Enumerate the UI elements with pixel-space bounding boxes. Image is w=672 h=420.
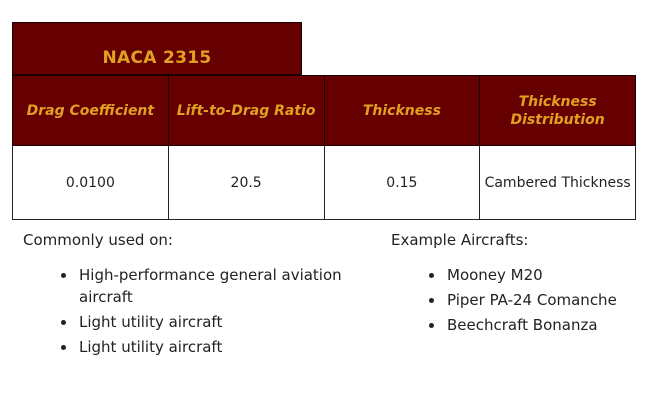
- list-item: Light utility aircraft: [77, 311, 353, 333]
- cell-drag-coefficient: 0.0100: [12, 145, 169, 220]
- cell-thickness: 0.15: [323, 145, 481, 220]
- table-title: NACA 2315: [12, 22, 302, 75]
- commonly-used-heading: Commonly used on:: [23, 231, 173, 249]
- cell-thickness-distribution: Cambered Thickness: [479, 145, 636, 220]
- header-thickness: Thickness: [323, 75, 481, 146]
- commonly-used-section: Commonly used on: High-performance gener…: [23, 230, 353, 361]
- table-row: 0.0100 20.5 0.15 Cambered Thickness: [12, 145, 636, 220]
- list-item: Beechcraft Bonanza: [445, 314, 651, 336]
- list-item: Light utility aircraft: [77, 336, 353, 358]
- example-aircrafts-heading: Example Aircrafts:: [391, 231, 529, 249]
- list-item: High-performance general aviation aircra…: [77, 264, 353, 308]
- header-lift-to-drag-ratio: Lift-to-Drag Ratio: [167, 75, 325, 146]
- list-item: Piper PA-24 Comanche: [445, 289, 651, 311]
- cell-lift-to-drag-ratio: 20.5: [167, 145, 325, 220]
- example-aircrafts-section: Example Aircrafts: Mooney M20 Piper PA-2…: [391, 230, 651, 339]
- airfoil-spec-table: Drag Coefficient Lift-to-Drag Ratio Thic…: [12, 75, 636, 220]
- example-aircrafts-list: Mooney M20 Piper PA-24 Comanche Beechcra…: [391, 264, 651, 336]
- commonly-used-list: High-performance general aviation aircra…: [23, 264, 353, 358]
- header-drag-coefficient: Drag Coefficient: [12, 75, 169, 146]
- table-header-row: Drag Coefficient Lift-to-Drag Ratio Thic…: [12, 75, 636, 146]
- header-thickness-distribution: Thickness Distribution: [479, 75, 636, 146]
- list-item: Mooney M20: [445, 264, 651, 286]
